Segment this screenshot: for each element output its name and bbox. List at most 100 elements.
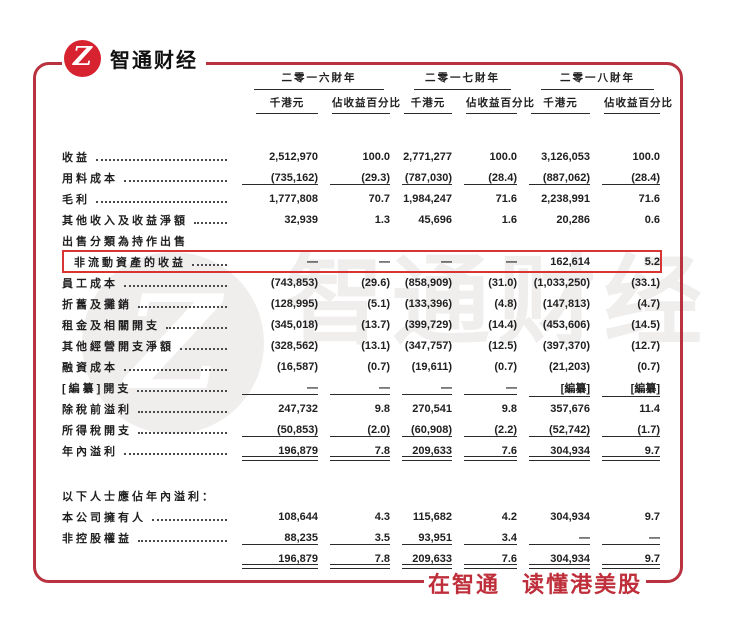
value-cell: (787,030) <box>390 172 452 185</box>
financial-table: 二零一六財年 二零一七財年 二零一八財年 千港元 佔收益百分比 千港元 佔收益百… <box>62 70 672 569</box>
value-cell: (19,611) <box>411 360 452 373</box>
row-label: 融資成本 <box>62 359 230 375</box>
brand-name: 智通财经 <box>110 49 198 72</box>
value-cell: (21,203) <box>549 360 590 373</box>
brand-logo-icon: Z <box>64 39 101 77</box>
value-cell: [編纂] <box>590 380 660 397</box>
row-label: 所得稅開支 <box>62 422 230 438</box>
value-cell: (328,562) <box>270 339 318 352</box>
table-row: [編纂]開支 — — — — [編纂] [編纂] <box>62 377 660 398</box>
table-row: 非控股權益 88,235 3.5 93,951 3.4— — <box>62 527 660 548</box>
table-row: 員工成本 (743,853) (29.6) (858,909) (31.0) (1,033… <box>62 272 660 293</box>
value-cell: (50,853) <box>230 424 318 437</box>
dot-leader <box>124 452 227 455</box>
value-cell: 71.6 <box>495 192 517 205</box>
value-cell: (14.5) <box>631 318 660 331</box>
value-cell: (31.0) <box>488 276 517 289</box>
value-cell: 1.3 <box>374 213 390 226</box>
value-cell: 357,676 <box>550 402 590 415</box>
table-row-highlighted: 非流動資產的收益 — — — — 162,614 5.2 <box>62 250 662 273</box>
row-label: 年內溢利 <box>62 443 230 459</box>
table-row: 所得稅開支 (50,853) (2.0) (60,908) (2.2) (52,742)(… <box>62 419 660 440</box>
value-cell: 304,934 <box>550 510 590 523</box>
value-cell: 11.4 <box>639 402 660 415</box>
row-label: 出售分類為持作出售 <box>62 235 188 248</box>
value-cell: 9.7 <box>590 445 660 461</box>
row-label: 收益 <box>62 149 230 165</box>
value-cell: 196,879 <box>230 445 318 461</box>
column-header: 千港元 <box>390 95 452 114</box>
value-cell: 7.8 <box>318 553 390 569</box>
value-cell: 7.6 <box>452 553 517 569</box>
value-cell: [編纂] <box>517 380 590 397</box>
row-label: 本公司擁有人 <box>62 509 230 525</box>
value-cell: — <box>452 382 517 395</box>
value-cell: — <box>379 255 390 268</box>
value-cell: 3,126,053 <box>541 150 590 163</box>
table-row: 本公司擁有人 108,644 4.3 115,682 4.2 304,934 9.7 <box>62 506 660 527</box>
column-header: 千港元 <box>230 95 318 114</box>
dot-leader <box>124 368 227 371</box>
value-cell: 71.6 <box>638 192 660 205</box>
value-cell: 9.7 <box>644 510 660 523</box>
table-row: 融資成本 (16,587) (0.7) (19,611) (0.7) (21,203) (0… <box>62 356 660 377</box>
table-row: 196,879 7.8 209,633 7.6 304,934 9.7 <box>62 548 660 569</box>
value-cell: 247,732 <box>278 402 318 415</box>
value-cell: (1,033,250) <box>533 276 590 289</box>
column-header: 佔收益百分比 <box>318 95 400 114</box>
watermark-logo-icon: Z <box>82 252 264 434</box>
value-cell: (29.6) <box>361 276 390 289</box>
row-label: 以下人士應佔年內溢利： <box>62 490 216 503</box>
value-cell: (4.8) <box>494 297 517 310</box>
dot-leader <box>138 431 227 434</box>
value-cell: (858,909) <box>404 276 452 289</box>
value-cell: — <box>590 532 660 545</box>
value-cell: (4.7) <box>637 297 660 310</box>
dot-leader <box>138 410 227 413</box>
value-cell: (28.4) <box>452 172 517 185</box>
table-row: 收益 2,512,970 100.0 2,771,277 100.0 3,126,053 1… <box>62 146 660 167</box>
value-cell: (1.7) <box>590 424 660 437</box>
value-cell: (52,742) <box>517 424 590 437</box>
value-cell: 304,934 <box>517 553 590 569</box>
year-header-fy2018: 二零一八財年 <box>517 70 660 90</box>
dot-leader <box>180 347 227 350</box>
value-cell: 70.7 <box>368 192 390 205</box>
value-cell: 1.6 <box>501 213 517 226</box>
value-cell: 9.7 <box>590 553 660 569</box>
row-label: 員工成本 <box>62 275 230 291</box>
value-cell: 3.5 <box>318 532 390 545</box>
value-cell: — <box>506 255 517 268</box>
value-cell: 88,235 <box>230 532 318 545</box>
value-cell: — <box>517 532 590 545</box>
value-cell: (5.1) <box>367 297 390 310</box>
column-header: 千港元 <box>517 95 590 114</box>
value-cell: — <box>441 255 452 268</box>
value-cell: 9.8 <box>374 402 390 415</box>
value-cell: 2,512,970 <box>269 150 318 163</box>
value-cell: (33.1) <box>631 276 660 289</box>
watermark-logo-glyph: Z <box>125 266 221 419</box>
value-cell: 2,238,991 <box>541 192 590 205</box>
dot-leader <box>138 305 227 308</box>
value-cell: — <box>230 382 318 395</box>
value-cell: 209,633 <box>390 445 452 461</box>
value-cell: 162,614 <box>550 255 590 268</box>
value-cell: (13.7) <box>361 318 390 331</box>
value-cell: (147,813) <box>542 297 590 310</box>
row-label: 折舊及攤銷 <box>62 296 230 312</box>
value-cell: — <box>318 382 390 395</box>
dot-leader <box>96 200 227 203</box>
value-cell: 100.0 <box>632 150 660 163</box>
brand-logo-glyph: Z <box>73 42 92 72</box>
value-cell: (14.4) <box>488 318 517 331</box>
row-label: 租金及相關開支 <box>62 317 230 333</box>
value-cell: 4.2 <box>501 510 517 523</box>
value-cell: (397,370) <box>542 339 590 352</box>
value-cell: — <box>307 255 318 268</box>
dot-leader <box>124 284 227 287</box>
row-label: 非流動資產的收益 <box>62 254 230 270</box>
value-cell: (2.2) <box>452 424 517 437</box>
value-cell: (29.3) <box>318 172 390 185</box>
value-cell: (399,729) <box>404 318 452 331</box>
